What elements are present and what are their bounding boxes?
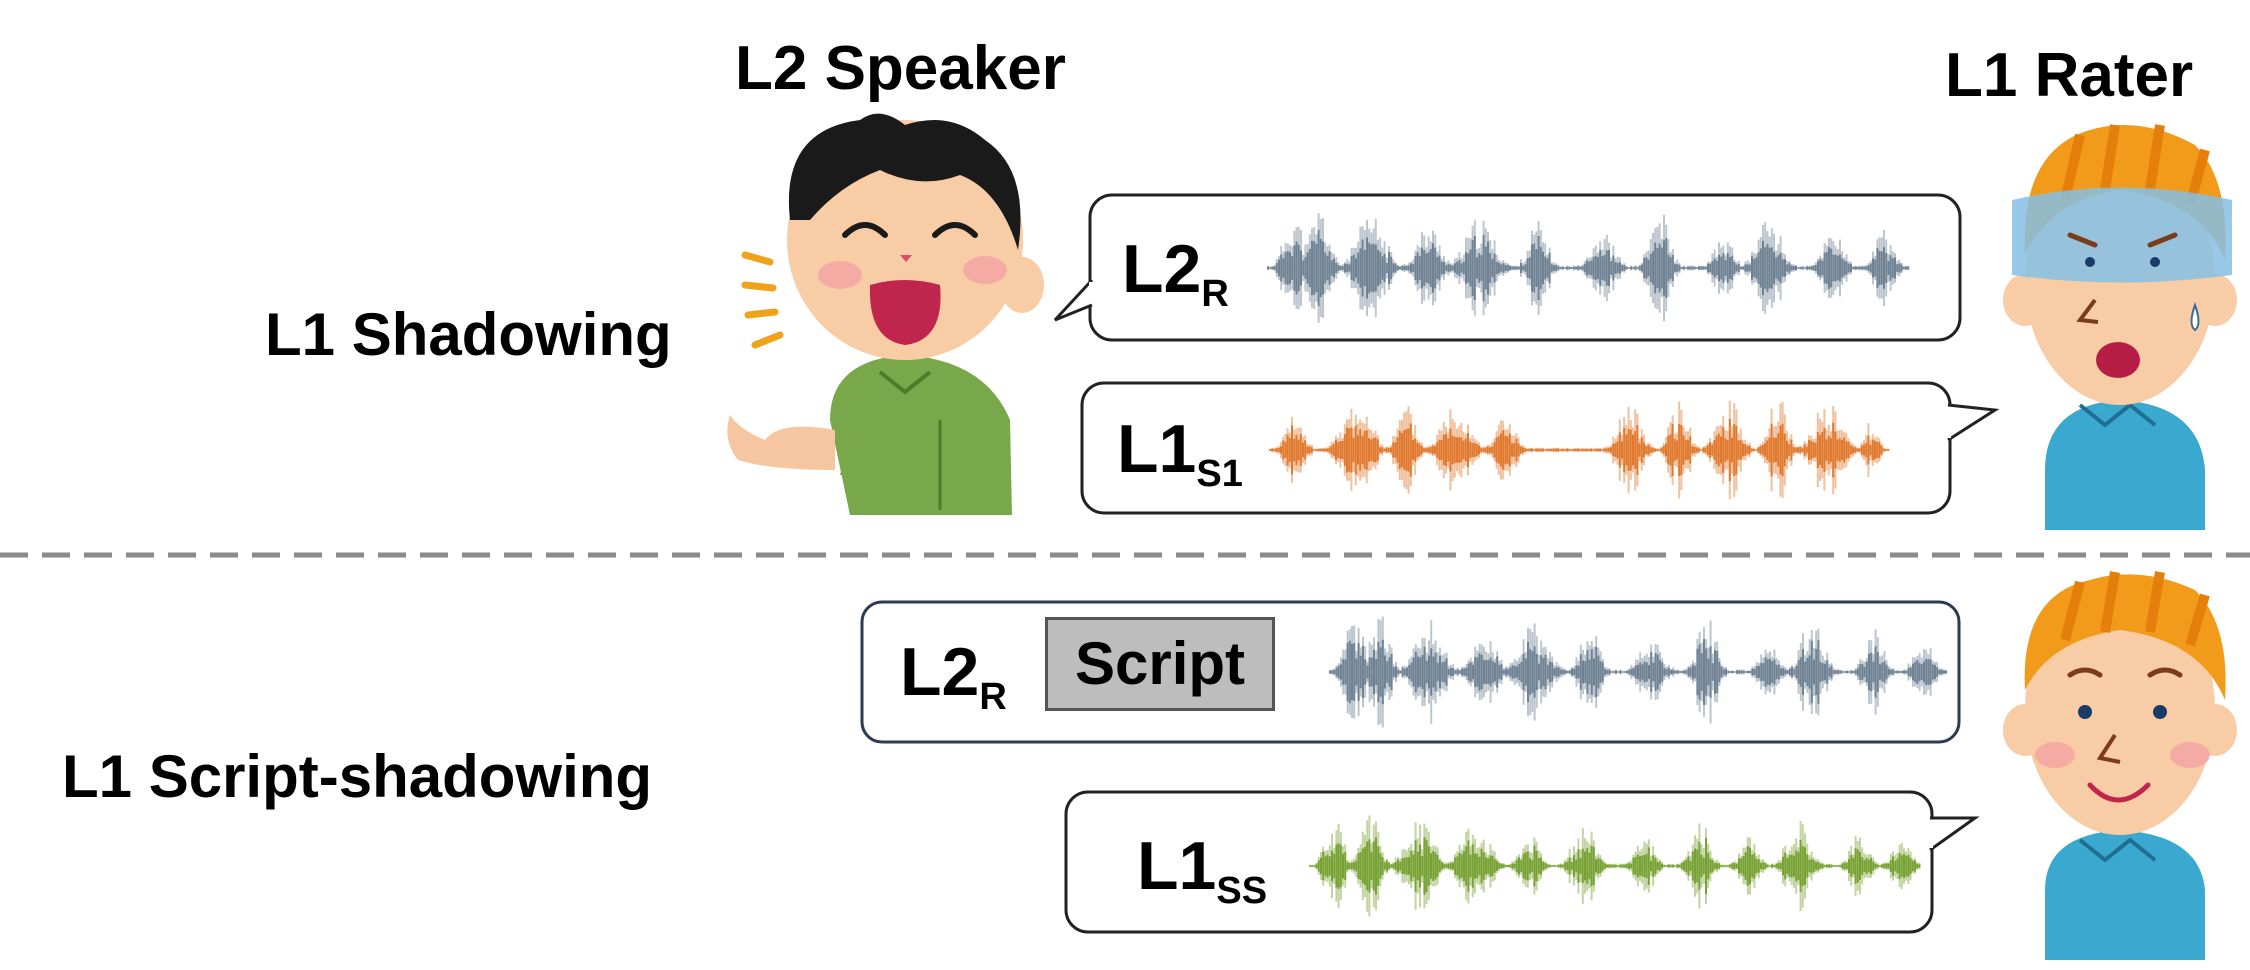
speaker-person-icon	[727, 113, 1044, 515]
waveform-label-l2r-script: L2R	[900, 634, 1007, 718]
waveform-l1ss	[1309, 815, 1921, 917]
waveform-l2r-top	[1267, 212, 1910, 324]
rater-blindfolded-icon	[2003, 124, 2237, 530]
waveform-l1s1	[1269, 400, 1890, 500]
l2-speaker-label: L2 Speaker	[735, 34, 1066, 103]
waveform-l2r-script	[1329, 616, 1947, 728]
l1-script-shadowing-label: L1 Script-shadowing	[62, 743, 653, 810]
waveform-label-l1s1: L1S1	[1117, 411, 1243, 495]
l1-shadowing-label: L1 Shadowing	[265, 301, 672, 368]
bubble-l1ss	[1064, 790, 1980, 934]
rater-smiling-icon	[2003, 571, 2237, 960]
script-box: Script	[1045, 617, 1275, 711]
speech-lines-icon	[741, 251, 784, 349]
l1-rater-label: L1 Rater	[1945, 41, 2194, 110]
waveform-label-l2r-top: L2R	[1122, 231, 1229, 315]
waveform-label-l1ss: L1SS	[1137, 828, 1268, 912]
